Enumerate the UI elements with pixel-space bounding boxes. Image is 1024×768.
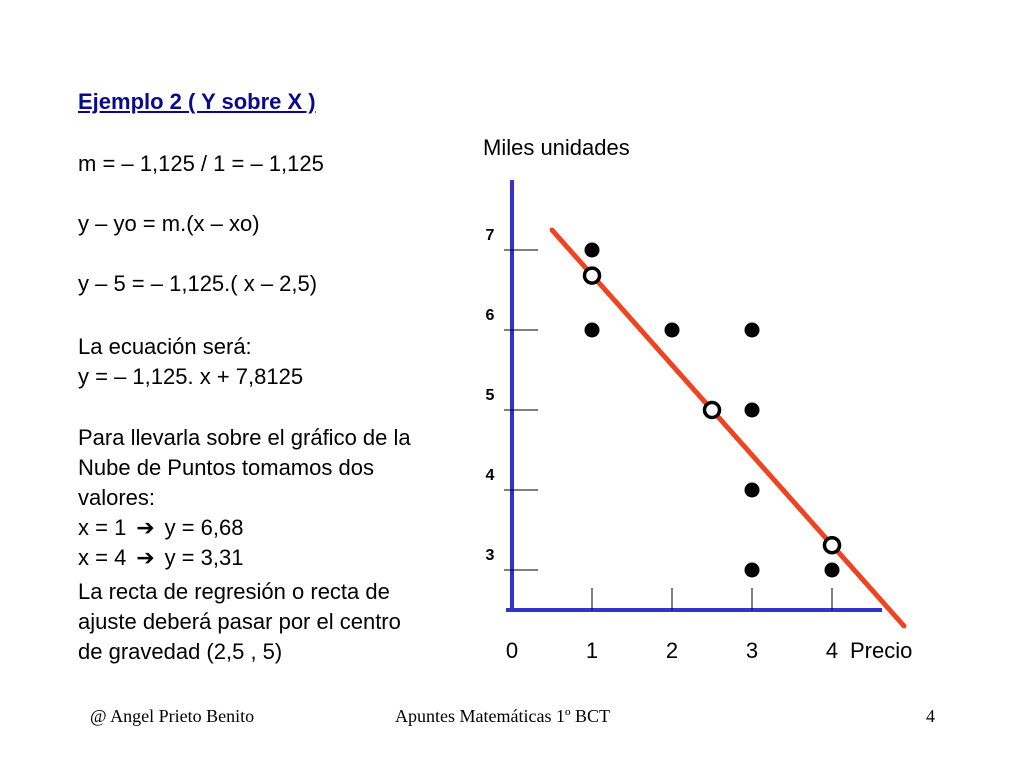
explanation-line-5: ajuste deberá pasar por el centro <box>78 609 401 634</box>
y-tick-label: 6 <box>486 307 495 324</box>
x-tick-label: 2 <box>666 638 678 663</box>
arrow-right-icon: ➔ <box>136 545 155 570</box>
scatter-chart: 3 4 5 6 7 0 1 2 3 4 Miles unidades Precio <box>483 135 912 663</box>
y-tick-label: 7 <box>486 227 495 244</box>
y-tick-label: 4 <box>486 467 495 484</box>
data-point <box>584 242 600 258</box>
x-tick-label: 1 <box>586 638 598 663</box>
slide-title: Ejemplo 2 ( Y sobre X ) <box>78 89 316 114</box>
equation-heading: La ecuación será: <box>78 334 252 359</box>
explanation-line-3: valores: <box>78 485 156 510</box>
data-point <box>744 562 760 578</box>
value-row-2: x = 4 ➔ y = 3,31 <box>78 544 243 572</box>
arrow-right-icon: ➔ <box>136 515 155 540</box>
value-x-2: x = 4 <box>78 545 127 570</box>
x-tick-label: 0 <box>506 638 518 663</box>
point-slope-formula: y – yo = m.(x – xo) <box>78 211 260 236</box>
explanation-line-1: Para llevarla sobre el gráfico de la <box>78 425 411 450</box>
x-axis-title: Precio <box>850 638 912 663</box>
explanation-line-6: de gravedad (2,5 , 5) <box>78 639 283 664</box>
footer-course: Apuntes Matemáticas 1º BCT <box>395 706 611 726</box>
slope-line: m = – 1,125 / 1 = – 1,125 <box>78 151 324 176</box>
value-row-1: x = 1 ➔ y = 6,68 <box>78 514 243 542</box>
data-point <box>824 562 840 578</box>
substituted-formula: y – 5 = – 1,125.( x – 2,5) <box>78 271 318 296</box>
highlight-point <box>822 535 842 555</box>
explanation-line-2: Nube de Puntos tomamos dos <box>78 455 374 480</box>
footer-author: @ Angel Prieto Benito <box>90 706 255 726</box>
y-tick-label: 5 <box>486 387 495 404</box>
footer-page-number: 4 <box>926 706 935 726</box>
x-tick-label: 4 <box>826 638 838 663</box>
value-x-1: x = 1 <box>78 515 127 540</box>
value-y-1: y = 6,68 <box>164 515 244 540</box>
data-point <box>664 322 680 338</box>
data-point <box>744 322 760 338</box>
data-point <box>744 402 760 418</box>
y-tick-label: 3 <box>486 547 495 564</box>
regression-line <box>549 227 907 629</box>
equation-result: y = – 1,125. x + 7,8125 <box>78 364 304 389</box>
data-point <box>584 322 600 338</box>
explanation-line-4: La recta de regresión o recta de <box>78 579 390 604</box>
highlight-point <box>702 400 722 420</box>
highlight-point <box>582 266 602 285</box>
data-point <box>744 482 760 498</box>
x-tick-label: 3 <box>746 638 758 663</box>
y-axis-title: Miles unidades <box>483 135 630 160</box>
value-y-2: y = 3,31 <box>164 545 244 570</box>
